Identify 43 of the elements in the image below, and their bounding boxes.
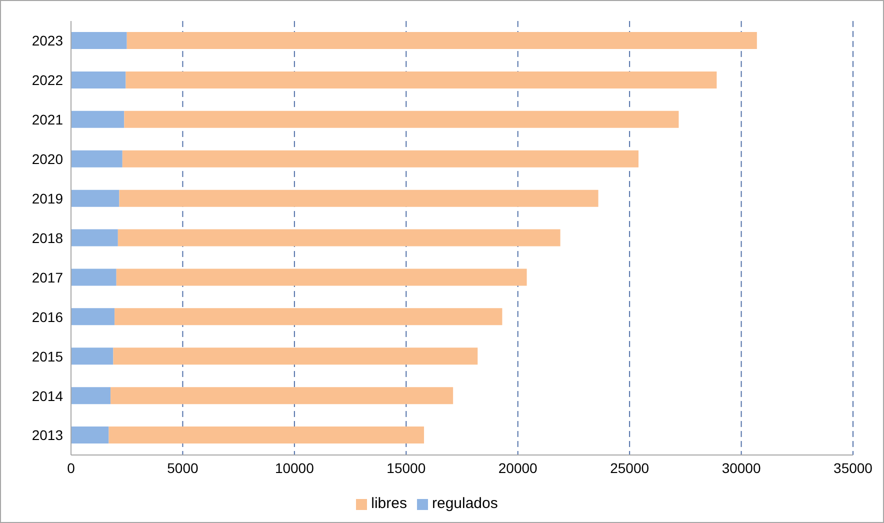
bar	[71, 71, 126, 88]
bar	[71, 229, 118, 246]
y-tick-label: 2014	[32, 388, 64, 404]
y-tick-label: 2019	[32, 190, 64, 207]
y-tick-label: 2017	[32, 269, 64, 286]
y-tick-label: 2020	[32, 151, 64, 168]
y-tick-label: 2023	[32, 32, 64, 49]
bar	[113, 348, 478, 365]
bar	[108, 426, 424, 444]
bar	[71, 308, 115, 326]
x-tick-label: 15000	[386, 460, 426, 476]
y-tick-label: 2021	[32, 112, 64, 128]
x-tick-label: 20000	[498, 460, 538, 476]
y-tick-label: 2016	[32, 308, 64, 325]
x-tick-label: 35000	[834, 460, 873, 476]
x-tick-label: 30000	[722, 460, 761, 476]
legend-label: regulados	[432, 495, 498, 512]
bar	[114, 308, 502, 326]
bar	[71, 32, 127, 49]
y-tick-label: 2018	[32, 230, 64, 246]
x-tick-label: 25000	[610, 460, 650, 476]
bar	[116, 268, 527, 286]
bar	[126, 32, 757, 49]
bar	[71, 348, 114, 365]
bar	[71, 150, 122, 168]
legend-label: libres	[371, 495, 407, 512]
x-tick-label: 10000	[274, 460, 314, 476]
bar	[118, 229, 560, 246]
bar	[126, 71, 717, 88]
y-tick-label: 2013	[32, 427, 64, 444]
x-tick-label: 0	[67, 460, 76, 476]
bar	[124, 110, 679, 128]
bar	[71, 268, 116, 286]
y-tick-label: 2022	[32, 72, 64, 88]
bar	[71, 387, 111, 404]
bar	[110, 387, 454, 404]
bar	[122, 150, 639, 168]
bar	[71, 426, 109, 444]
bar	[119, 190, 598, 207]
bar	[71, 190, 120, 207]
y-tick-label: 2015	[32, 348, 64, 364]
x-tick-label: 5000	[167, 460, 198, 476]
bar	[71, 110, 124, 128]
